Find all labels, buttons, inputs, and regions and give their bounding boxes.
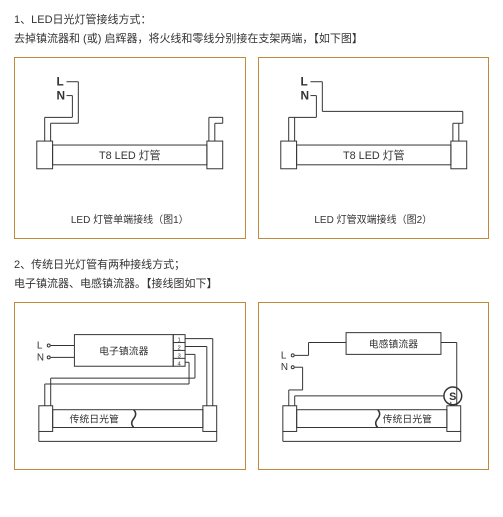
fig2-caption: LED 灯管双端接线（图2）	[259, 213, 489, 228]
fig3-pin2: 2	[178, 345, 181, 351]
section1-text: 1、LED日光灯管接线方式： 去掉镇流器和 (或) 启辉器，将火线和零线分别接在…	[14, 12, 489, 47]
section2-line2: 电子镇流器、电感镇流器。【接线图如下】	[14, 276, 489, 293]
section2-text: 2、传统日光灯管有两种接线方式； 电子镇流器、电感镇流器。【接线图如下】	[14, 257, 489, 292]
fig2-tube-label: T8 LED 灯管	[342, 148, 404, 162]
fig1-L: L	[57, 75, 64, 89]
fig3-pin1: 1	[178, 338, 181, 344]
fig4-tube: 传统日光管	[382, 413, 432, 426]
fig3-L: L	[37, 340, 43, 351]
fig4-ballast: 电感镇流器	[368, 337, 418, 350]
figure-1: L N	[14, 57, 246, 239]
section1-line2: 去掉镇流器和 (或) 启辉器，将火线和零线分别接在支架两端，【如下图】	[14, 31, 489, 48]
row1: L N	[14, 57, 489, 239]
fig3-N: N	[37, 352, 44, 363]
fig1-tube-label: T8 LED 灯管	[99, 148, 161, 162]
fig3-ballast: 电子镇流器	[99, 344, 149, 357]
figure-4: L N 电感镇流器 S	[258, 302, 490, 470]
fig3-tube: 传统日光管	[69, 413, 119, 426]
fig4-L: L	[280, 350, 286, 361]
fig4-starter: S	[449, 391, 456, 403]
fig1-caption: LED 灯管单端接线（图1）	[15, 213, 245, 228]
fig1-N: N	[57, 89, 66, 103]
fig4-N: N	[280, 362, 287, 373]
fig2-L: L	[300, 75, 307, 89]
figure-4-svg: L N 电感镇流器 S	[259, 303, 489, 469]
figure-3-svg: L N 电子镇流器 1 2 3 4	[15, 303, 245, 469]
row2: L N 电子镇流器 1 2 3 4	[14, 302, 489, 470]
figure-2: L N T8 LED 灯管 LED 灯管双端接线（图2）	[258, 57, 490, 239]
figure-1-svg: L N	[15, 58, 245, 238]
section2-line1: 2、传统日光灯管有两种接线方式；	[14, 257, 489, 274]
fig2-N: N	[300, 89, 309, 103]
figure-2-svg: L N T8 LED 灯管	[259, 58, 489, 238]
section1-line1: 1、LED日光灯管接线方式：	[14, 12, 489, 29]
figure-3: L N 电子镇流器 1 2 3 4	[14, 302, 246, 470]
